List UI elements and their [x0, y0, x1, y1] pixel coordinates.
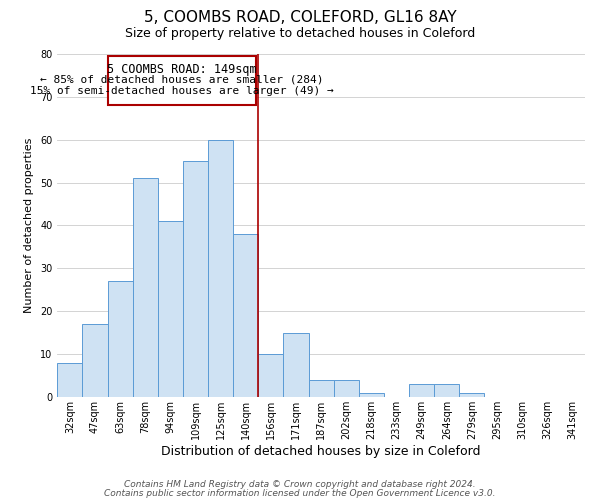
Bar: [208, 140, 233, 397]
Bar: [409, 384, 434, 397]
Bar: [334, 380, 359, 397]
Bar: [233, 234, 259, 397]
Text: Contains public sector information licensed under the Open Government Licence v3: Contains public sector information licen…: [104, 490, 496, 498]
FancyBboxPatch shape: [107, 56, 256, 106]
Text: 5 COOMBS ROAD: 149sqm: 5 COOMBS ROAD: 149sqm: [107, 62, 256, 76]
Bar: [57, 362, 82, 397]
Bar: [460, 392, 484, 397]
Bar: [183, 161, 208, 397]
Bar: [107, 281, 133, 397]
Text: 15% of semi-detached houses are larger (49) →: 15% of semi-detached houses are larger (…: [30, 86, 334, 96]
Y-axis label: Number of detached properties: Number of detached properties: [25, 138, 34, 313]
Bar: [359, 392, 384, 397]
Text: ← 85% of detached houses are smaller (284): ← 85% of detached houses are smaller (28…: [40, 74, 323, 84]
Bar: [434, 384, 460, 397]
Text: Size of property relative to detached houses in Coleford: Size of property relative to detached ho…: [125, 28, 475, 40]
Bar: [283, 332, 308, 397]
Bar: [158, 221, 183, 397]
Bar: [133, 178, 158, 397]
Text: 5, COOMBS ROAD, COLEFORD, GL16 8AY: 5, COOMBS ROAD, COLEFORD, GL16 8AY: [143, 10, 457, 25]
Bar: [82, 324, 107, 397]
Bar: [308, 380, 334, 397]
Text: Contains HM Land Registry data © Crown copyright and database right 2024.: Contains HM Land Registry data © Crown c…: [124, 480, 476, 489]
X-axis label: Distribution of detached houses by size in Coleford: Distribution of detached houses by size …: [161, 444, 481, 458]
Bar: [259, 354, 283, 397]
